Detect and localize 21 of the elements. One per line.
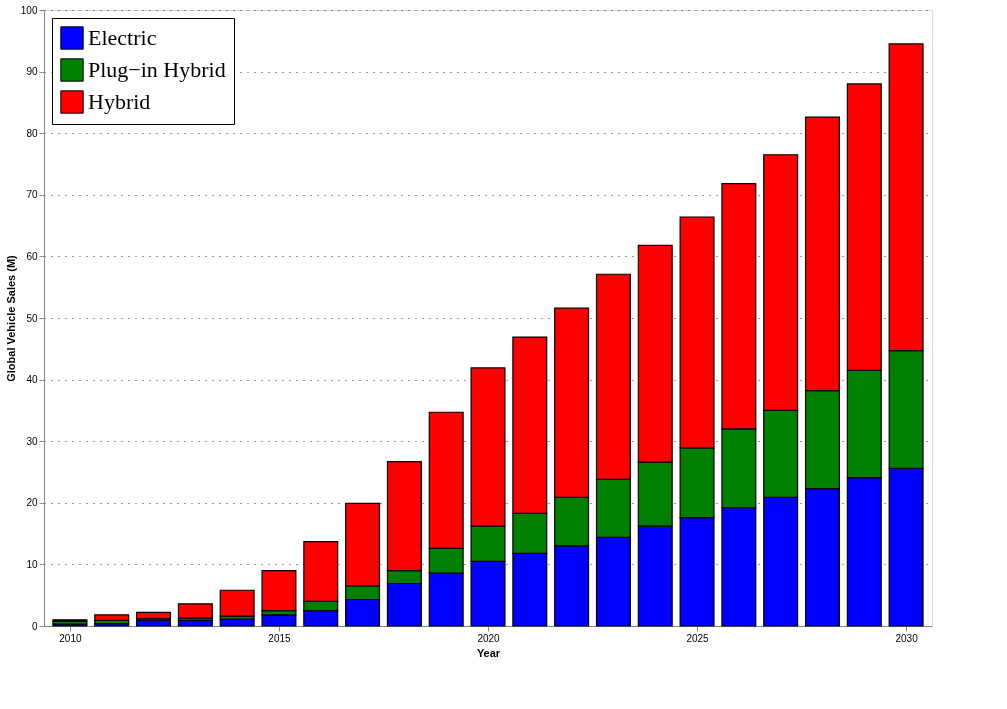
- y-tick-label: 20: [26, 497, 38, 509]
- x-tick-label: 2020: [477, 632, 501, 644]
- y-tick-label: 60: [26, 250, 38, 262]
- legend-label: Electric: [88, 25, 157, 50]
- y-tick-label: 80: [26, 127, 38, 139]
- legend-label: Plug−in Hybrid: [88, 57, 226, 82]
- x-axis-title: Year: [476, 646, 501, 659]
- y-tick-label: 0: [31, 620, 38, 632]
- y-axis-title: Global Vehicle Sales (M): [4, 254, 17, 382]
- y-tick-label: 50: [26, 312, 38, 324]
- y-tick-label: 100: [20, 4, 38, 16]
- legend-label: Hybrid: [88, 89, 151, 114]
- x-tick-label: 2010: [59, 632, 82, 644]
- y-tick-label: 30: [26, 435, 38, 447]
- x-tick-label: 2015: [268, 632, 292, 644]
- y-tick-label: 40: [26, 374, 38, 386]
- x-tick-label: 2025: [686, 632, 710, 644]
- x-tick-label: 2030: [895, 632, 919, 644]
- y-tick-label: 10: [26, 558, 38, 570]
- y-tick-label: 70: [26, 189, 38, 201]
- y-tick-label: 90: [26, 66, 38, 78]
